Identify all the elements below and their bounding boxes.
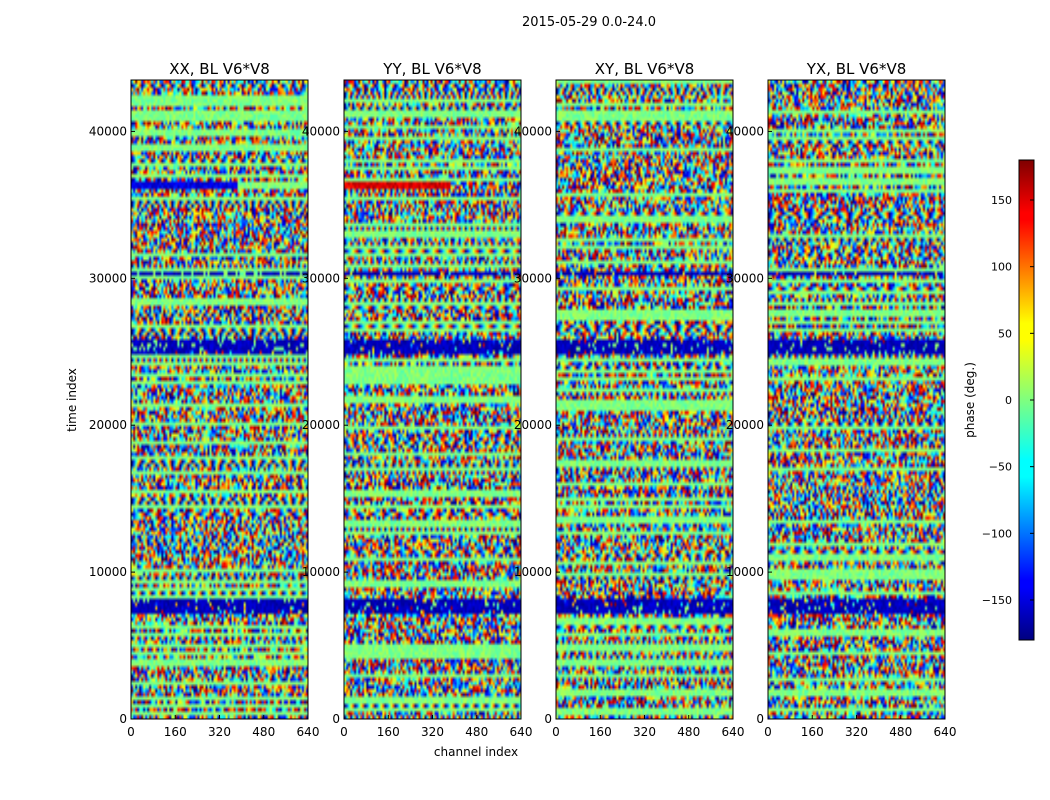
y-tick-label: 0	[756, 712, 764, 726]
x-axis-label: channel index	[434, 745, 518, 759]
colorbar-tick-label: 150	[991, 194, 1012, 207]
y-tick-label: 30000	[302, 271, 340, 285]
x-tick-label: 640	[510, 725, 533, 739]
y-tick-label: 0	[332, 712, 340, 726]
y-tick-label: 30000	[726, 271, 764, 285]
panel-title: XX, BL V6*V8	[169, 60, 270, 78]
figure-suptitle: 2015-05-29 0.0-24.0	[522, 15, 656, 30]
colorbar-tick-label: 0	[1005, 394, 1012, 407]
x-tick-label: 0	[764, 725, 772, 739]
panel-0: XX, BL V6*V8 0 160 320 480 640 0 10000 20000 3000…	[89, 60, 320, 739]
y-tick-label: 10000	[514, 565, 552, 579]
x-tick-label: 480	[252, 725, 275, 739]
x-tick-label: 320	[421, 725, 444, 739]
panels-group: XX, BL V6*V8 0 160 320 480 640 0 10000 20000 3000…	[89, 60, 957, 739]
y-tick-label: 20000	[89, 418, 127, 432]
y-tick-label: 40000	[302, 124, 340, 138]
y-tick-label: 20000	[514, 418, 552, 432]
panel-title: YY, BL V6*V8	[382, 60, 481, 78]
panel-2: XY, BL V6*V8 0 160 320 480 640 0 10000 20000 3000…	[514, 60, 745, 739]
x-tick-label: 640	[934, 725, 957, 739]
y-tick-label: 10000	[302, 565, 340, 579]
x-tick-label: 160	[377, 725, 400, 739]
panel-title: YX, BL V6*V8	[806, 60, 907, 78]
y-tick-label: 10000	[726, 565, 764, 579]
x-tick-label: 320	[208, 725, 231, 739]
y-tick-label: 0	[544, 712, 552, 726]
colorbar-tick-label: −100	[982, 527, 1012, 540]
x-tick-label: 640	[297, 725, 320, 739]
y-tick-label: 10000	[89, 565, 127, 579]
colorbar-label: phase (deg.)	[963, 362, 977, 438]
y-tick-label: 40000	[89, 124, 127, 138]
x-tick-label: 0	[552, 725, 560, 739]
colorbar-tick-label: 50	[998, 327, 1012, 340]
x-tick-label: 160	[801, 725, 824, 739]
colorbar-tick-label: −150	[982, 594, 1012, 607]
panel-title: XY, BL V6*V8	[595, 60, 695, 78]
panel-heatmap-image	[556, 80, 733, 719]
x-tick-label: 160	[164, 725, 187, 739]
y-tick-label: 30000	[514, 271, 552, 285]
colorbar-ticks: −150 −100 −50 0 50 100 150	[982, 194, 1034, 607]
y-tick-label: 40000	[726, 124, 764, 138]
x-tick-label: 0	[340, 725, 348, 739]
colorbar: −150 −100 −50 0 50 100 150 phase (deg.)	[963, 159, 1035, 641]
y-axis-label: time index	[65, 368, 79, 432]
panel-heatmap-image	[344, 80, 521, 719]
y-tick-label: 20000	[302, 418, 340, 432]
panel-heatmap-image	[131, 80, 308, 719]
x-tick-label: 480	[677, 725, 700, 739]
y-tick-label: 0	[119, 712, 127, 726]
y-tick-label: 40000	[514, 124, 552, 138]
x-tick-label: 480	[465, 725, 488, 739]
y-tick-label: 20000	[726, 418, 764, 432]
x-tick-label: 160	[589, 725, 612, 739]
x-tick-label: 0	[127, 725, 135, 739]
colorbar-tick-label: 100	[991, 261, 1012, 274]
panel-3: YX, BL V6*V8 0 160 320 480 640 0 10000 20000 3000…	[726, 60, 957, 739]
y-tick-label: 30000	[89, 271, 127, 285]
colorbar-tick-label: −50	[989, 461, 1012, 474]
panel-heatmap-image	[768, 80, 945, 719]
x-tick-label: 320	[845, 725, 868, 739]
x-tick-label: 640	[722, 725, 745, 739]
panel-1: YY, BL V6*V8 0 160 320 480 640 0 10000 20000 3000…	[302, 60, 533, 739]
x-tick-label: 320	[633, 725, 656, 739]
x-tick-label: 480	[889, 725, 912, 739]
